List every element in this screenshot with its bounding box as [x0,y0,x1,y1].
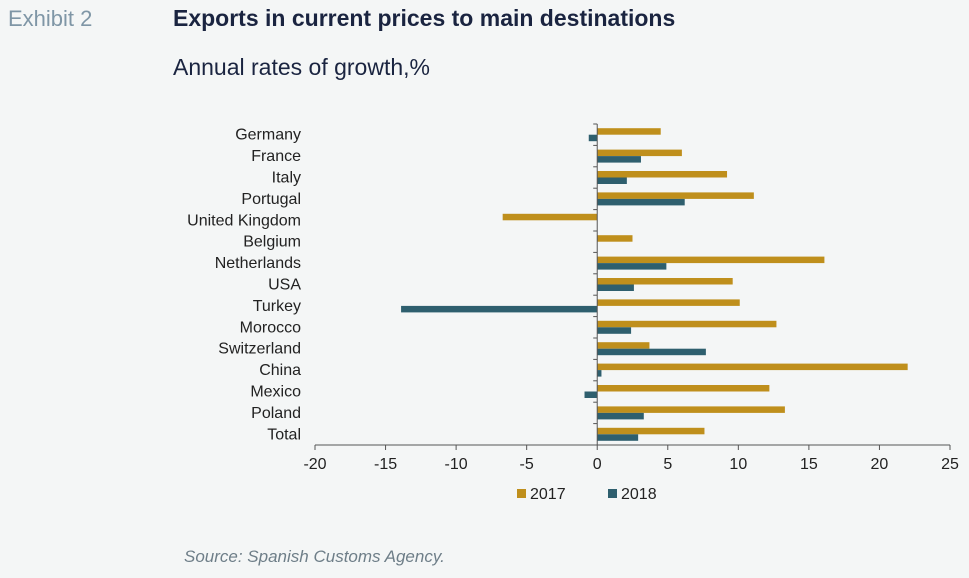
bar-2017-italy [597,171,728,178]
category-label: Morocco [240,319,301,336]
bar-2018-switzerland [597,348,706,356]
chart-subtitle: Annual rates of growth,% [173,54,430,80]
bar-2017-turkey [597,299,740,306]
legend-label-2017: 2017 [530,486,566,503]
bar-2018-poland [597,412,644,420]
bar-2018-china [597,370,602,377]
x-tick-label: 20 [871,456,889,473]
bar-2018-portugal [597,198,685,206]
bar-2017-china [597,363,908,371]
bar-2017-germany [597,128,661,135]
x-tick-label: 5 [663,456,672,473]
source-note: Source: Spanish Customs Agency. [184,547,445,566]
category-label: USA [268,277,301,294]
x-tick-label: -20 [303,456,326,473]
category-label: Belgium [243,234,301,251]
x-tick-label: 25 [941,456,959,473]
bar-2018-netherlands [597,263,667,270]
legend-swatch-2017 [517,489,526,498]
bar-2017-poland [597,406,785,413]
bar-2017-netherlands [597,256,825,264]
category-label: France [251,148,301,165]
x-tick-label: -5 [520,456,534,473]
bar-2018-usa [597,284,634,291]
bar-2017-france [597,149,682,157]
category-label: China [259,362,301,379]
x-tick-label: -15 [374,456,397,473]
bar-2017-belgium [597,235,633,242]
bar-2018-france [597,156,641,163]
category-label: Switzerland [218,341,301,358]
bar-2017-mexico [597,385,770,392]
category-label: Total [267,426,301,443]
bar-2018-germany [588,134,598,142]
category-label: Mexico [250,384,301,401]
x-tick-label: 0 [593,456,602,473]
bar-2017-morocco [597,320,777,328]
bar-2018-morocco [597,327,632,334]
x-tick-label: -10 [445,456,468,473]
bar-2018-total [597,434,639,441]
bar-2018-turkey [401,305,598,313]
bar-2017-portugal [597,192,754,199]
category-label: Germany [235,127,301,144]
category-label: United Kingdom [187,212,301,229]
exhibit-label: Exhibit 2 [8,6,93,31]
category-label: Netherlands [215,255,301,272]
category-label: Poland [251,405,301,422]
bar-2017-switzerland [597,342,650,349]
legend-label-2018: 2018 [621,486,657,503]
bar-2017-usa [597,278,733,285]
legend-swatch-2018 [608,489,617,498]
category-label: Italy [272,170,301,187]
x-tick-label: 10 [729,456,747,473]
chart-title: Exports in current prices to main destin… [173,5,676,31]
bar-2018-mexico [584,391,598,398]
category-label: Turkey [253,298,301,315]
bar-2017-total [597,427,705,435]
x-tick-label: 15 [800,456,818,473]
bar-2017-united-kingdom [502,213,598,221]
category-label: Portugal [241,191,301,208]
bar-2018-italy [597,177,627,184]
